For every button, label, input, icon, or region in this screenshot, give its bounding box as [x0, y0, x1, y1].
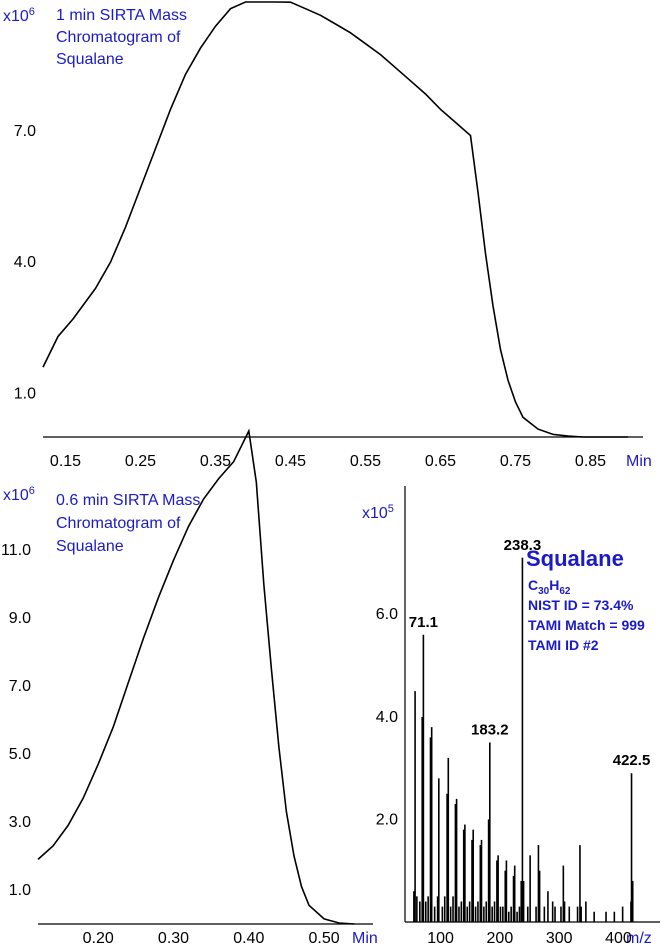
p1-title-line-2: Chromatogram of — [56, 29, 181, 46]
p2-x-tick-label: 0.50 — [308, 930, 339, 946]
chromatogram-06min-panel: x106 Min 0.6 min SIRTA Mass Chromatogram… — [1, 428, 378, 946]
p1-x-tick-label: 0.85 — [575, 453, 606, 470]
p2-title-line-1: 0.6 min SIRTA Mass — [56, 492, 200, 509]
p2-y-tick-label: 5.0 — [9, 746, 31, 763]
compound-info-nist: NIST ID = 73.4% — [528, 597, 634, 613]
compound-name: Squalane — [526, 546, 624, 571]
p1-y-unit: x106 — [3, 6, 35, 25]
p1-x-ticks: 0.15 0.25 0.35 0.45 0.55 0.65 0.75 0.85 — [50, 453, 606, 470]
p1-y-ticks: 1.0 4.0 7.0 — [14, 123, 36, 402]
p2-y-tick-label: 7.0 — [9, 678, 31, 695]
p3-x-tick-label: 400 — [605, 930, 632, 946]
p1-x-tick-label: 0.65 — [425, 453, 456, 470]
p2-y-tick-label: 1.0 — [9, 882, 31, 899]
p3-y-unit: x105 — [362, 503, 394, 522]
p3-x-tick-label: 300 — [546, 930, 573, 946]
p2-y-tick-label: 11.0 — [1, 542, 31, 559]
p2-y-tick-label: 9.0 — [9, 610, 31, 627]
p1-x-tick-label: 0.75 — [500, 453, 531, 470]
p1-y-tick-label: 1.0 — [14, 385, 36, 402]
p1-x-unit: Min — [626, 453, 652, 470]
p3-y-tick-label: 6.0 — [376, 606, 398, 623]
p3-y-tick-label: 4.0 — [376, 709, 398, 726]
peak-label: 238.3 — [504, 537, 542, 554]
p2-x-ticks: 0.20 0.30 0.40 0.50 — [83, 930, 340, 946]
compound-info-tami-match: TAMI Match = 999 — [528, 617, 645, 633]
p2-title-line-3: Squalane — [56, 538, 124, 555]
p1-y-tick-label: 4.0 — [14, 254, 36, 271]
p1-series-line — [42, 1, 628, 438]
compound-formula: C30H62 — [528, 577, 571, 597]
p2-x-tick-label: 0.20 — [83, 930, 114, 946]
p1-title-line-3: Squalane — [56, 51, 124, 68]
p2-y-unit: x106 — [3, 485, 35, 504]
p2-x-unit: Min — [352, 930, 378, 946]
p2-title-line-2: Chromatogram of — [56, 515, 181, 532]
p1-x-tick-label: 0.25 — [125, 453, 156, 470]
p3-peak-bars — [413, 557, 634, 922]
p1-title-line-1: 1 min SIRTA Mass — [56, 7, 187, 24]
p3-x-tick-label: 100 — [427, 930, 454, 946]
p1-x-tick-label: 0.55 — [350, 453, 381, 470]
p1-x-tick-label: 0.45 — [275, 453, 306, 470]
p2-y-ticks: 1.0 3.0 5.0 7.0 9.0 11.0 — [1, 542, 31, 899]
peak-label: 71.1 — [409, 614, 438, 631]
peak-label: 422.5 — [613, 752, 651, 769]
p3-y-tick-label: 2.0 — [376, 811, 398, 828]
p2-x-tick-label: 0.30 — [158, 930, 189, 946]
p2-x-tick-label: 0.40 — [233, 930, 264, 946]
p3-x-tick-label: 200 — [487, 930, 514, 946]
p2-series-line — [37, 428, 355, 925]
chromatogram-1min-panel: x106 Min 1 min SIRTA Mass Chromatogram o… — [3, 1, 652, 470]
p3-y-ticks: 2.0 4.0 6.0 — [376, 606, 398, 828]
peak-label: 183.2 — [471, 721, 509, 738]
p3-peak-labels: 71.1 183.2 238.3 422.5 — [409, 537, 651, 769]
p1-y-tick-label: 7.0 — [14, 123, 36, 140]
mass-spectrum-panel: x105 m/z 100 200 300 400 2.0 4.0 6.0 71.1 183.… — [362, 486, 660, 946]
p2-y-tick-label: 3.0 — [9, 814, 31, 831]
p3-x-unit: m/z — [626, 930, 652, 946]
p3-x-ticks: 100 200 300 400 — [427, 930, 632, 946]
compound-info-tami-id: TAMI ID #2 — [528, 637, 599, 653]
p1-x-tick-label: 0.15 — [50, 453, 81, 470]
p1-x-tick-label: 0.35 — [200, 453, 231, 470]
